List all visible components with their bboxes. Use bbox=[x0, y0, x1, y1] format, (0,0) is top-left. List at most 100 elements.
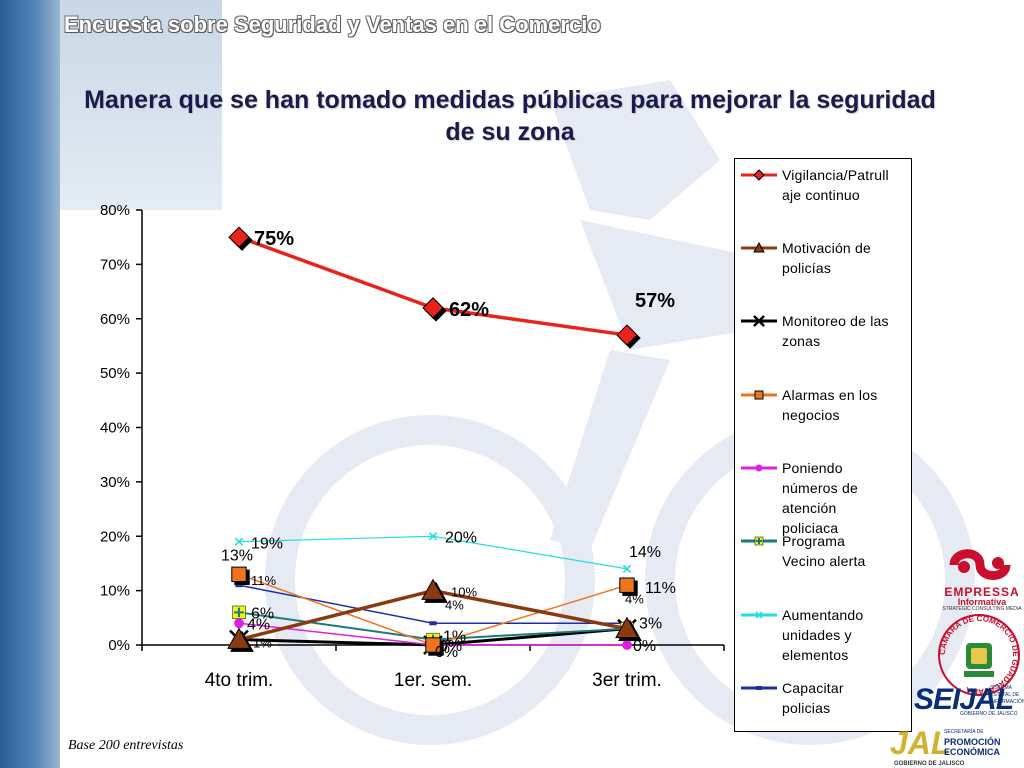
camara-comercio-logo: CÁMARA DE COMERCIO DE GUADALAJARA bbox=[934, 611, 1024, 699]
promocion-sec: SECRETARÍA DE bbox=[944, 729, 984, 735]
legend-swatch bbox=[741, 315, 777, 327]
y-tick-label: 20% bbox=[100, 528, 130, 545]
promocion-economica-logo: JAL SECRETARÍA DE PROMOCIÓN ECONÓMICA GO… bbox=[888, 725, 1024, 768]
series-1 bbox=[227, 578, 642, 652]
data-label: 0% bbox=[633, 638, 656, 655]
data-point bbox=[425, 637, 441, 653]
data-label: 4% bbox=[247, 616, 270, 633]
header-title: Encuesta sobre Seguridad y Ventas en el … bbox=[64, 12, 601, 37]
legend-swatch bbox=[741, 464, 777, 472]
legend-label-line: policías bbox=[782, 260, 832, 276]
data-point bbox=[235, 583, 243, 588]
legend-swatch-marker bbox=[753, 315, 765, 327]
legend-label-line: Motivación de bbox=[782, 240, 871, 256]
data-label: 57% bbox=[635, 290, 675, 312]
legend-label-line: elementos bbox=[782, 647, 849, 663]
chart-legend: Vigilancia/Patrull aje continuo Motivación… bbox=[734, 158, 912, 732]
data-label: 4% bbox=[625, 591, 644, 606]
legend-label-line: negocios bbox=[782, 407, 840, 423]
data-point bbox=[227, 627, 251, 649]
legend-label-line: números de bbox=[782, 480, 858, 496]
legend-swatch-marker bbox=[755, 464, 763, 472]
data-label: 10% bbox=[451, 585, 477, 600]
legend-swatch-marker bbox=[755, 611, 763, 619]
y-tick-label: 70% bbox=[100, 256, 130, 273]
y-tick-label: 0% bbox=[108, 637, 130, 654]
promocion-brand: JAL bbox=[890, 725, 951, 761]
y-tick-label: 60% bbox=[100, 311, 130, 328]
left-decor-band bbox=[0, 0, 60, 768]
legend-label: Capacitar policias bbox=[782, 678, 910, 718]
empressa-name: EMPRESSA bbox=[944, 585, 1020, 599]
data-label: 4% bbox=[445, 597, 464, 612]
sponsor-logos: EMPRESSA Informativa STRATEGIC CONSULTIN… bbox=[888, 545, 1024, 768]
data-point bbox=[622, 564, 632, 574]
x-tick-label: 4to trim. bbox=[205, 670, 274, 691]
data-point bbox=[234, 537, 244, 546]
legend-swatch bbox=[741, 536, 777, 546]
series-line bbox=[238, 535, 628, 570]
data-label: 11% bbox=[251, 573, 276, 588]
legend-label-line: unidades y bbox=[782, 627, 852, 643]
seijal-name: SEIJAL bbox=[914, 683, 1014, 716]
data-point bbox=[232, 605, 246, 620]
data-point bbox=[429, 621, 437, 626]
y-tick-label: 10% bbox=[100, 583, 130, 600]
data-label: 0% bbox=[435, 644, 458, 661]
data-point bbox=[622, 640, 632, 650]
legend-label-line: Vecino alerta bbox=[782, 553, 866, 569]
legend-label-line: Alarmas en los bbox=[782, 387, 878, 403]
y-tick-label: 30% bbox=[100, 474, 130, 491]
data-label: 14% bbox=[629, 544, 661, 561]
series-3 bbox=[231, 566, 638, 656]
promocion-name: PROMOCIÓN ECONÓMICA bbox=[944, 737, 1001, 757]
legend-label: Aumentando unidades y elementos bbox=[782, 605, 910, 665]
legend-label: Motivación de policías bbox=[782, 238, 910, 278]
legend-label-line: Aumentando bbox=[782, 607, 864, 623]
legend-swatch-marker bbox=[754, 390, 764, 400]
data-point bbox=[421, 578, 445, 600]
series-6 bbox=[234, 532, 632, 574]
chart-data-labels: 75%62% 57%10%1%13%0%11%4%0% 0%6%1%3%19% 20%… bbox=[221, 228, 676, 661]
legend-swatch-marker bbox=[754, 536, 764, 546]
legend-label-line: Monitoreo de las bbox=[782, 313, 889, 329]
data-label: 0% bbox=[439, 638, 462, 655]
seijal-logo: SEIJAL SISTEMA ESTATAL DE INFORMACIÓN GO… bbox=[912, 681, 1024, 723]
legend-label: Monitoreo de las zonas bbox=[782, 311, 910, 351]
legend-label-line: Programa bbox=[782, 533, 846, 549]
data-point bbox=[616, 324, 638, 346]
legend-label-line: Capacitar bbox=[782, 680, 844, 696]
legend-swatch bbox=[741, 686, 777, 690]
data-point bbox=[428, 532, 438, 541]
legend-swatch bbox=[741, 242, 777, 253]
data-point bbox=[422, 297, 444, 319]
data-label: 1% bbox=[443, 629, 466, 646]
legend-label-line: aje continuo bbox=[782, 187, 860, 203]
data-label: 75% bbox=[254, 228, 294, 250]
seijal-gob: GOBIERNO DE JALISCO bbox=[960, 711, 1018, 717]
data-label: 19% bbox=[251, 536, 283, 553]
x-tick-label: 3er trim. bbox=[592, 670, 662, 691]
legend-label-line: policias bbox=[782, 700, 831, 716]
top-decor-band bbox=[60, 0, 222, 210]
data-label: 13% bbox=[221, 547, 253, 564]
series-0 bbox=[228, 226, 641, 349]
empressa-sub: Informativa bbox=[957, 597, 1007, 607]
data-point bbox=[619, 577, 635, 593]
legend-label-line: atención bbox=[782, 500, 837, 516]
data-point bbox=[228, 226, 250, 248]
legend-label-line: policiaca bbox=[782, 520, 839, 536]
y-tick-label: 80% bbox=[100, 202, 130, 219]
seijal-text: SISTEMA ESTATAL DE INFORMACIÓN bbox=[990, 685, 1024, 705]
data-point bbox=[231, 566, 247, 583]
legend-label: Vigilancia/Patrull aje continuo bbox=[782, 165, 910, 205]
data-point bbox=[234, 618, 244, 629]
data-point bbox=[615, 616, 639, 638]
legend-swatch-marker bbox=[753, 242, 765, 253]
empressa-tag: STRATEGIC CONSULTING MEDIA bbox=[942, 606, 1022, 612]
legend-swatch-marker bbox=[753, 169, 765, 181]
y-tick-label: 50% bbox=[100, 365, 130, 382]
legend-label-line: Vigilancia/Patrull bbox=[782, 167, 889, 183]
data-label: 62% bbox=[449, 299, 489, 321]
series-line bbox=[238, 235, 628, 337]
